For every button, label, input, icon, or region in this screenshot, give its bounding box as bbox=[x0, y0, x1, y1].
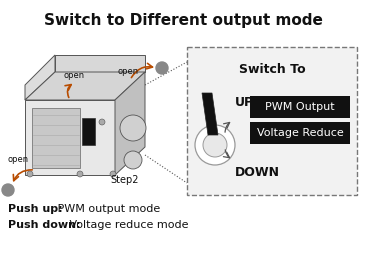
Text: Voltage Reduce: Voltage Reduce bbox=[257, 128, 343, 138]
Text: Push down:: Push down: bbox=[8, 220, 81, 230]
FancyBboxPatch shape bbox=[250, 96, 350, 118]
Text: Push up:: Push up: bbox=[8, 204, 63, 214]
Polygon shape bbox=[115, 72, 145, 175]
Text: Switch to Different output mode: Switch to Different output mode bbox=[44, 13, 322, 28]
Circle shape bbox=[124, 151, 142, 169]
Polygon shape bbox=[32, 108, 80, 168]
Text: open: open bbox=[63, 71, 84, 80]
FancyBboxPatch shape bbox=[187, 47, 357, 195]
Text: Switch To: Switch To bbox=[239, 63, 305, 76]
Circle shape bbox=[110, 171, 116, 177]
Circle shape bbox=[27, 171, 33, 177]
Polygon shape bbox=[25, 72, 145, 100]
Polygon shape bbox=[202, 93, 218, 135]
FancyBboxPatch shape bbox=[250, 122, 350, 144]
Text: open: open bbox=[8, 155, 29, 164]
Circle shape bbox=[195, 125, 235, 165]
Text: PWM output mode: PWM output mode bbox=[54, 204, 160, 214]
Polygon shape bbox=[55, 55, 145, 72]
Text: PWM Output: PWM Output bbox=[265, 102, 335, 112]
Text: DOWN: DOWN bbox=[235, 167, 280, 180]
Text: UP: UP bbox=[235, 97, 254, 109]
Text: Step2: Step2 bbox=[110, 175, 138, 185]
Polygon shape bbox=[25, 100, 115, 175]
Circle shape bbox=[156, 62, 168, 74]
Circle shape bbox=[77, 171, 83, 177]
Polygon shape bbox=[25, 55, 55, 100]
Polygon shape bbox=[82, 118, 95, 145]
Circle shape bbox=[99, 119, 105, 125]
Circle shape bbox=[2, 184, 14, 196]
Circle shape bbox=[120, 115, 146, 141]
Text: Voltage reduce mode: Voltage reduce mode bbox=[66, 220, 188, 230]
Circle shape bbox=[203, 133, 227, 157]
Text: open: open bbox=[118, 67, 139, 76]
